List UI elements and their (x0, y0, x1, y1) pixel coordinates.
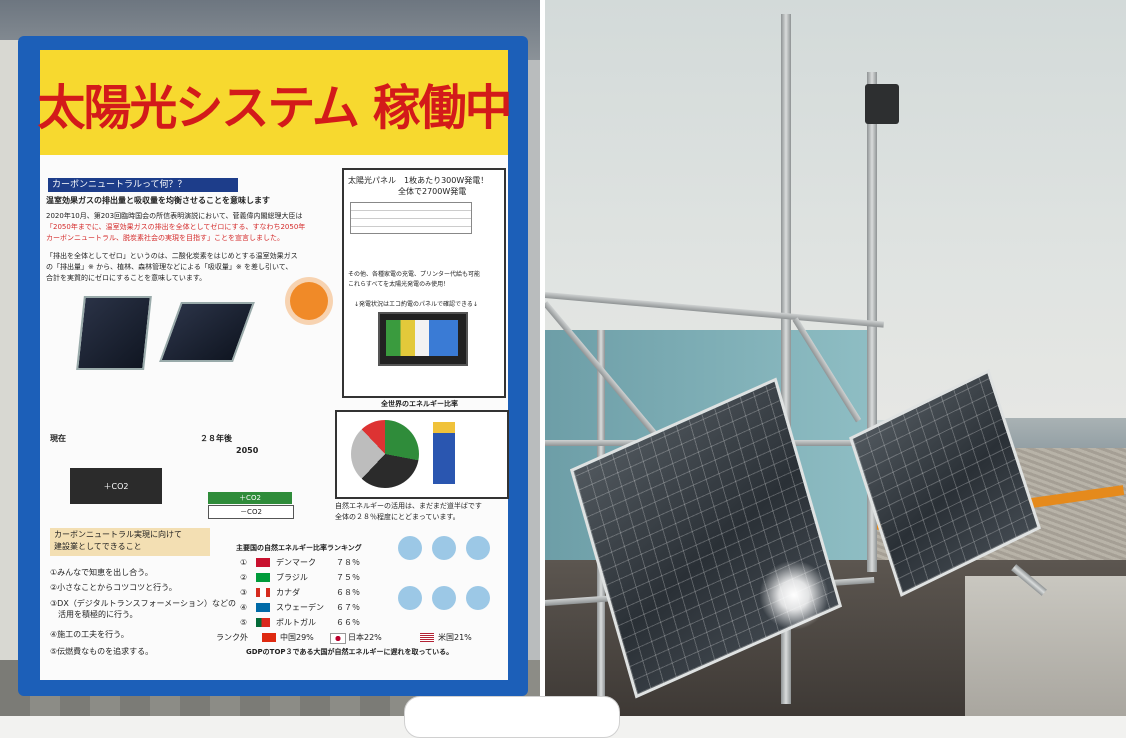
carbon-paragraph-4: 「排出を全体としてゼロ」というのは、二酸化炭素をはじめとする温室効果ガス (46, 252, 298, 260)
energy-title: 全世界のエネルギー比率 (381, 400, 458, 408)
rank-country: ポルトガル (276, 618, 316, 627)
illustration-circle (466, 586, 490, 610)
rank-no: ⑤ (240, 618, 248, 627)
sweden-flag-icon (256, 603, 270, 612)
action-title: カーボンニュートラル実現に向けて (54, 530, 182, 539)
action-item: ③DX（デジタルトランスフォーメーション）などの (50, 599, 237, 608)
usa-flag-icon (420, 633, 434, 642)
action-item: ①みんなで知恵を出し合う。 (50, 568, 153, 577)
monitor-display (386, 320, 458, 356)
panel-box-note: その他、各種家電の充電、プリンター代給も可能 (348, 271, 481, 278)
concrete-block (965, 576, 1126, 716)
right-photo-solar-panels (545, 0, 1126, 716)
image-divider (540, 0, 545, 716)
rank-country: カナダ (276, 588, 300, 597)
rank-no: ① (240, 558, 248, 567)
illustration-circle (398, 536, 422, 560)
brazil-flag-icon (256, 573, 270, 582)
usage-table (350, 202, 472, 234)
weather-sensor (865, 84, 899, 124)
rank-pct: ７５％ (336, 573, 360, 582)
left-photo-signboard: 太陽光システム 稼働中 カーボンニュートラルって何？？ 温室効果ガスの排出量と吸… (0, 0, 540, 716)
energy-note-1: 自然エネルギーの活用は、まだまだ道半ばです (335, 502, 482, 510)
action-item: 活用を積極的に行う。 (50, 610, 138, 619)
rank-pct: ７８％ (336, 558, 360, 567)
solar-panel-illustration (60, 290, 270, 390)
panel-box-title: 太陽光パネル 1枚あたり300W発電！ (348, 176, 489, 185)
rank-country: デンマーク (276, 558, 316, 567)
rank-no: ③ (240, 588, 248, 597)
rank-no: ④ (240, 603, 248, 612)
carbon-heading: カーボンニュートラルって何？？ (48, 178, 238, 192)
rank-no: ② (240, 573, 248, 582)
denmark-flag-icon (256, 558, 270, 567)
japan-flag-icon (330, 633, 346, 644)
gdp-note: GDPのTOP３である大国が自然エネルギーに遅れを取っている。 (246, 648, 454, 656)
monitor-screen (378, 312, 468, 366)
action-item: ②小さなことからコツコツと行う。 (50, 583, 177, 592)
action-subtitle: 建設業としてできること (54, 542, 142, 551)
panel-box-sub: 全体で2700W発電 (398, 187, 467, 196)
ranking-title: 主要国の自然エネルギー比率ランキング (236, 544, 362, 552)
sun-icon (290, 282, 328, 320)
rank-china: 中国29% (280, 633, 314, 642)
vertical-pole (781, 14, 791, 704)
carbon-paragraph-6: 合計を実質的にゼロにすることを意味しています。 (46, 274, 207, 282)
co2-box-now: ＋CO2 (70, 468, 162, 504)
illustration-circle (398, 586, 422, 610)
rank-japan: 日本22% (348, 633, 382, 642)
illustration-circle (466, 536, 490, 560)
mini-panel-1 (76, 296, 152, 370)
renewable-illustrations (392, 528, 500, 626)
portugal-flag-icon (256, 618, 270, 627)
rank-pct: ６７％ (336, 603, 360, 612)
energy-ratio-box: 全世界のエネルギー比率 (335, 400, 509, 499)
china-flag-icon (262, 633, 276, 642)
rank-country: ブラジル (276, 573, 308, 582)
co2-minus-future: －CO2 (208, 505, 294, 519)
action-item: ④施工の工夫を行う。 (50, 630, 129, 639)
illustration-circle (432, 586, 456, 610)
energy-stack-bar (433, 422, 455, 484)
carbon-paragraph-1: 2020年10月、第203回臨時国会の所信表明演説において、菅義偉内閣総理大臣は (46, 212, 303, 220)
illustration-circle (432, 536, 456, 560)
signboard: 太陽光システム 稼働中 カーボンニュートラルって何？？ 温室効果ガスの排出量と吸… (37, 50, 513, 680)
co2-plus-future: ＋CO2 (208, 492, 292, 504)
bottom-overlay-pill (404, 696, 620, 738)
panel-info-box: 太陽光パネル 1枚あたり300W発電！ 全体で2700W発電 その他、各種家電の… (342, 168, 506, 398)
energy-note-2: 全体の２８％程度にとどまっています。 (335, 513, 460, 521)
carbon-lead: 温室効果ガスの排出量と吸収量を均衡させることを意味します (46, 196, 270, 205)
rank-pct: ６６％ (336, 618, 360, 627)
mini-panel-2 (159, 302, 255, 362)
panel-box-note2: これらすべてを太陽光発電のみ使用！ (348, 281, 450, 288)
carbon-paragraph-2: 「2050年までに、温室効果ガスの排出を全体としてゼロにする、すなわち2050年 (46, 223, 306, 231)
energy-pie (351, 420, 419, 488)
banner-title: 太陽光システム 稼働中 (37, 79, 512, 136)
timeline-future: ２８年後 (200, 434, 232, 443)
canada-flag-icon (256, 588, 270, 597)
sun-glare (759, 560, 829, 630)
rank-others-label: ランク外 (216, 633, 248, 642)
panel-box-monitor-caption: ↓発電状況はエコ約電のパネルで確認できる↓ (354, 301, 478, 308)
signboard-banner: 太陽光システム 稼働中 (37, 50, 513, 155)
year-2050: 2050 (236, 446, 259, 455)
rank-country: スウェーデン (276, 603, 324, 612)
carbon-paragraph-3: カーボンニュートラル、脱炭素社会の実現を目指す」ことを宣言しました。 (46, 234, 284, 242)
rank-pct: ６８％ (336, 588, 360, 597)
rank-usa: 米国21% (438, 633, 472, 642)
action-item: ⑤伝燃費なものを追求する。 (50, 647, 154, 656)
carbon-paragraph-5: の「排出量」※ から、植林、森林管理などによる「吸収量」※ を差し引いて、 (46, 263, 293, 271)
timeline-now: 現在 (50, 434, 66, 443)
action-heading: カーボンニュートラル実現に向けて 建設業としてできること (50, 528, 210, 556)
